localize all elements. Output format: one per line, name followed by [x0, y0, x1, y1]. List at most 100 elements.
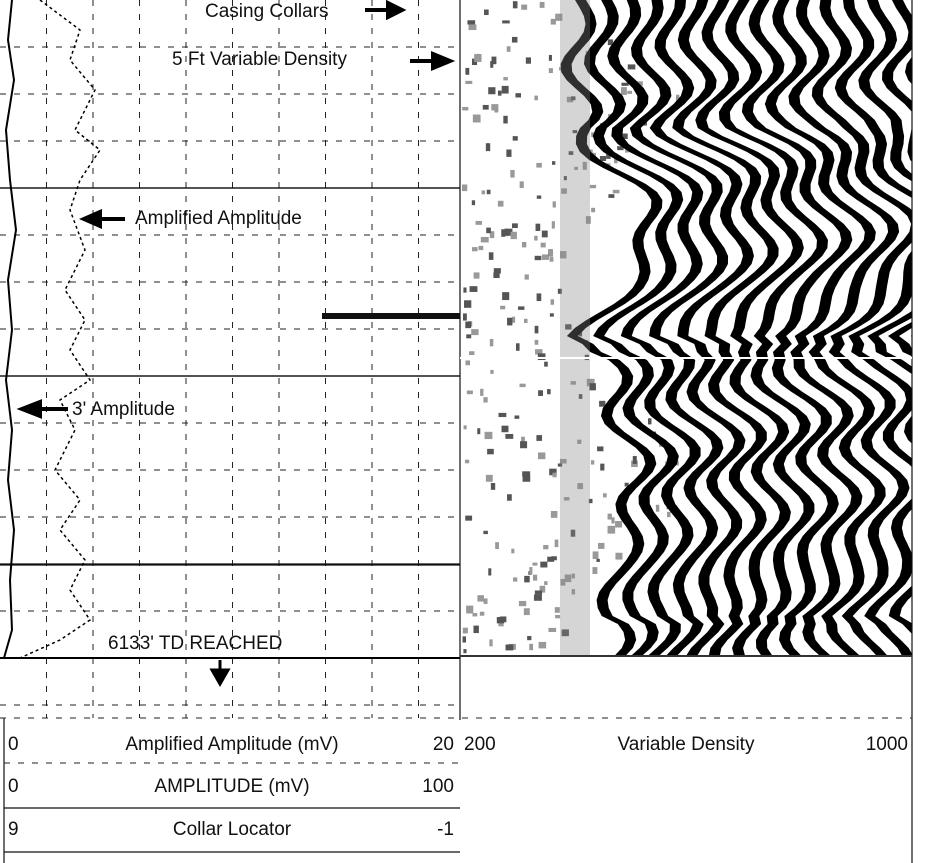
speckle	[625, 149, 629, 153]
speckle	[497, 200, 504, 207]
speckle	[599, 156, 607, 162]
speckle	[477, 595, 484, 602]
speckle	[474, 54, 482, 62]
speckle	[544, 581, 548, 586]
speckle	[490, 482, 496, 490]
speckle	[514, 415, 520, 419]
speckle	[485, 143, 491, 152]
speckle	[547, 389, 551, 395]
speckle	[570, 529, 576, 537]
speckle	[534, 339, 539, 345]
speckle	[489, 639, 493, 647]
scale-header: 0 Amplified Amplitude (mV) 200 AMPLITUDE (m…	[8, 734, 908, 840]
speckle	[493, 272, 500, 279]
speckle	[510, 231, 517, 240]
speckle	[534, 95, 538, 101]
speckle	[534, 255, 542, 261]
speckle	[525, 57, 531, 64]
speckle	[537, 353, 546, 361]
speckle	[462, 636, 467, 643]
amplitude-curve	[3, 0, 18, 659]
speckle	[615, 552, 623, 560]
speckle	[574, 166, 578, 170]
speckle	[465, 515, 473, 521]
speckle	[529, 567, 533, 575]
speckle	[463, 287, 467, 293]
speckle	[552, 201, 556, 208]
speckle	[627, 64, 636, 70]
speckle	[557, 463, 563, 467]
vdl-stripe	[858, 0, 912, 634]
speckle	[548, 54, 552, 61]
speckle	[544, 361, 548, 367]
scale-max: 20	[433, 734, 454, 755]
speckle	[483, 530, 488, 535]
scale-max: -1	[437, 819, 454, 840]
speckle	[566, 96, 574, 103]
speckle	[533, 574, 538, 581]
speckle	[486, 189, 491, 195]
speckle	[597, 446, 604, 452]
speckle	[549, 313, 554, 317]
speckle	[586, 378, 595, 387]
speckle	[603, 493, 607, 498]
speckle	[615, 521, 623, 528]
speckle	[490, 61, 494, 68]
speckle	[523, 318, 528, 323]
speckle	[491, 56, 497, 65]
speckle	[483, 598, 488, 604]
speckle	[529, 643, 534, 651]
speckle	[501, 425, 509, 433]
speckle	[608, 194, 615, 198]
speckle	[571, 573, 575, 579]
speckle	[632, 456, 637, 464]
speckle	[588, 498, 593, 504]
speckle	[462, 627, 468, 634]
speckle	[519, 181, 524, 189]
speckle	[555, 614, 561, 619]
speckle	[648, 418, 652, 425]
speckle	[598, 542, 605, 549]
speckle	[498, 620, 504, 627]
speckle	[473, 625, 479, 634]
speckle	[484, 431, 493, 440]
speckle	[518, 306, 525, 310]
speckle	[483, 397, 488, 403]
speckle	[469, 286, 478, 292]
speckle	[524, 575, 530, 583]
speckle	[579, 331, 583, 337]
speckle	[592, 567, 598, 575]
speckle	[497, 90, 502, 96]
speckle	[599, 400, 606, 407]
speckle	[522, 471, 531, 477]
speckle	[536, 162, 542, 168]
speckle	[504, 228, 513, 236]
speckle	[521, 4, 528, 10]
speckle	[512, 1, 518, 9]
speckle	[523, 608, 530, 616]
speckle	[549, 468, 557, 476]
speckle	[471, 200, 476, 206]
speckle	[466, 605, 474, 614]
speckle	[480, 388, 484, 396]
speckle	[473, 272, 480, 279]
speckle	[498, 412, 507, 418]
speckle	[478, 245, 484, 251]
speckle	[490, 369, 494, 374]
speckle	[592, 551, 599, 559]
speckle	[466, 390, 473, 395]
speckle	[548, 249, 554, 257]
speckle	[550, 18, 556, 25]
vdl-stripe	[583, 0, 684, 655]
speckle	[503, 115, 508, 124]
scale-min: 0	[8, 776, 19, 797]
scale-title: AMPLITUDE (mV)	[154, 776, 309, 797]
speckle	[548, 627, 557, 633]
speckle	[462, 184, 468, 192]
speckle	[571, 96, 576, 101]
scale-title: Collar Locator	[173, 819, 292, 840]
speckle	[472, 613, 478, 617]
speckle	[484, 9, 489, 16]
speckle	[611, 517, 615, 524]
